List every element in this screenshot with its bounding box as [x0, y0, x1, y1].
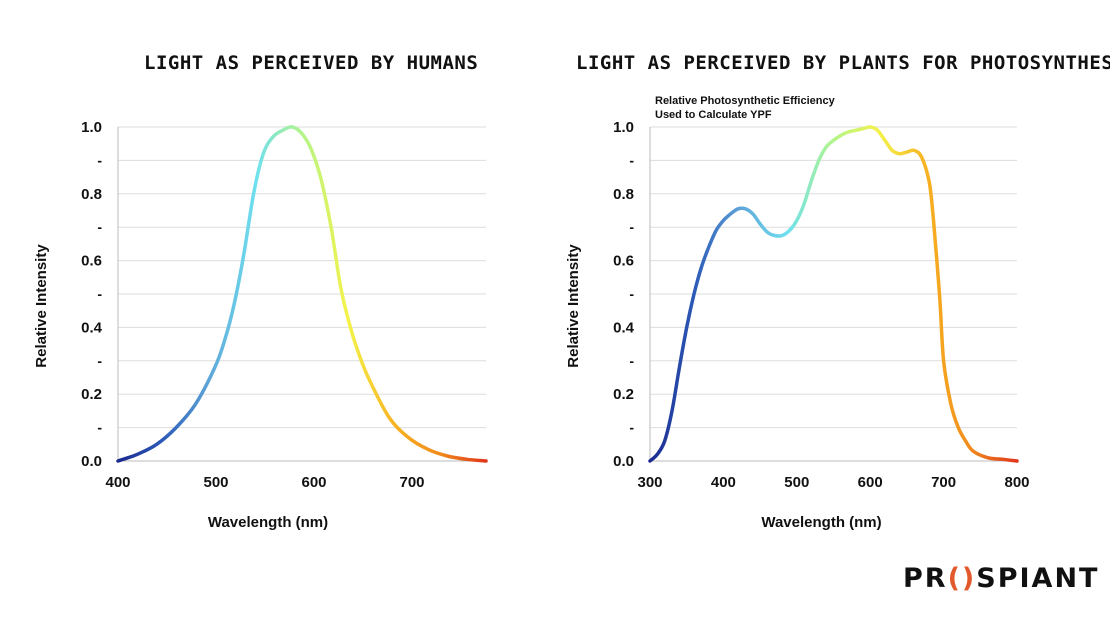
left-y-tick-label: 0.6 [81, 253, 102, 270]
left-x-axis-label: Wavelength (nm) [208, 514, 328, 531]
right-y-tick-label: 0.2 [613, 386, 634, 403]
right-x-tick-label: 300 [637, 474, 662, 491]
left-chart: 0.0 - 0.2 - 0.4 - 0.6 - 0.8 - 1.0 400 500 600 700 Wavel… [33, 119, 488, 531]
right-y-tick-label: - [629, 353, 634, 369]
right-y-tick-label: 0.8 [613, 186, 634, 203]
left-y-tick-label: - [97, 219, 102, 235]
left-y-tick-label: - [97, 286, 102, 302]
right-y-tick-label: - [629, 219, 634, 235]
right-y-tick-label: - [629, 420, 634, 436]
left-y-tick-label: 0.0 [81, 453, 102, 470]
right-chart-title: LIGHT AS PERCEIVED BY PLANTS FOR PHOTOSY… [576, 52, 1110, 74]
right-y-tick-label: 0.4 [613, 319, 635, 336]
right-y-tick-label: 0.0 [613, 453, 634, 470]
left-x-tick-label: 600 [301, 474, 326, 491]
right-chart-subtitle-line2: Used to Calculate YPF [655, 109, 772, 121]
right-x-tick-label: 700 [931, 474, 956, 491]
right-y-tick-label: - [629, 286, 634, 302]
right-chart-subtitle-line1: Relative Photosynthetic Efficiency [655, 95, 836, 107]
right-x-axis-label: Wavelength (nm) [761, 514, 881, 531]
right-y-tick-label: 1.0 [613, 119, 634, 136]
right-series-line [648, 125, 1019, 463]
right-x-tick-label: 800 [1004, 474, 1029, 491]
prospiant-logo: PR()SPIANT [903, 563, 1099, 594]
right-x-tick-label: 400 [711, 474, 736, 491]
left-y-tick-label: - [97, 420, 102, 436]
right-y-tick-label: - [629, 152, 634, 168]
right-x-tick-label: 500 [784, 474, 809, 491]
left-x-tick-label: 700 [399, 474, 424, 491]
left-y-tick-label: 0.8 [81, 186, 102, 203]
left-x-tick-label: 400 [105, 474, 130, 491]
left-y-tick-label: - [97, 353, 102, 369]
right-y-tick-label: 0.6 [613, 253, 634, 270]
right-x-tick-label: 600 [858, 474, 883, 491]
left-y-axis-label: Relative Intensity [33, 244, 50, 368]
left-y-tick-label: 1.0 [81, 119, 102, 136]
logo-text-end: SPIANT [976, 563, 1100, 594]
left-chart-title: LIGHT AS PERCEIVED BY HUMANS [144, 52, 479, 74]
logo-text-start: PR [903, 563, 948, 594]
left-x-tick-label: 500 [203, 474, 228, 491]
left-series-line [116, 125, 488, 463]
right-chart: 0.0 - 0.2 - 0.4 - 0.6 - 0.8 - 1.0 300 400 500 600 700 80… [565, 119, 1030, 531]
right-y-axis-label: Relative Intensity [565, 244, 582, 368]
left-y-tick-label: 0.2 [81, 386, 102, 403]
left-y-tick-label: 0.4 [81, 319, 103, 336]
logo-mark: () [947, 563, 977, 594]
left-y-tick-label: - [97, 152, 102, 168]
